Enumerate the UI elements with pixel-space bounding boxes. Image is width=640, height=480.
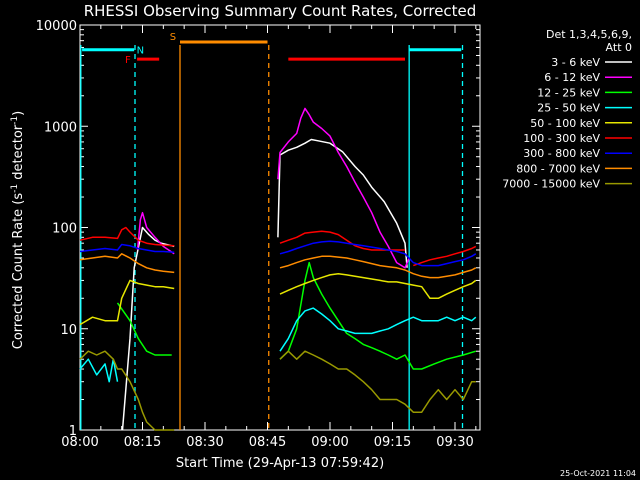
series-line <box>79 279 175 326</box>
flag-label: N <box>137 46 144 57</box>
legend-header-attenuator: Att 0 <box>606 41 632 54</box>
series-line <box>79 358 119 383</box>
y-tick-label: 1 <box>69 424 77 439</box>
flag-label: F <box>125 55 131 66</box>
series-line <box>277 107 410 269</box>
series-line <box>413 245 477 267</box>
legend-entry-label: 100 - 300 keV <box>523 132 600 145</box>
legend-entry-label: 300 - 800 keV <box>523 147 600 160</box>
legend-header-detectors: Det 1,3,4,5,6,9, <box>546 28 632 41</box>
x-tick-label: 09:00 <box>311 435 348 450</box>
series-line <box>79 350 175 431</box>
flag-label: S <box>170 32 176 43</box>
x-axis-label: Start Time (29-Apr-13 07:59:42) <box>176 456 384 471</box>
legend-entry-label: 3 - 6 keV <box>551 56 600 69</box>
series-line <box>136 211 175 255</box>
x-tick-label: 08:45 <box>249 435 286 450</box>
legend-entry-label: 6 - 12 keV <box>544 71 600 84</box>
legend: 3 - 6 keV 6 - 12 keV 12 - 25 keV 25 - 50 ke… <box>502 56 632 191</box>
x-tick-label: 09:15 <box>374 435 411 450</box>
x-tick-label: 09:30 <box>436 435 473 450</box>
series-line <box>79 243 175 253</box>
plot-area: 1 10 100 1000 10000 08:00 08:15 08:30 08:45 09:00… <box>36 19 481 450</box>
series-line <box>79 253 175 274</box>
legend-entry-label: 12 - 25 keV <box>537 86 600 99</box>
series-line <box>116 302 172 356</box>
series-line <box>279 307 477 352</box>
legend-entry-label: 7000 - 15000 keV <box>502 178 600 191</box>
legend-entry-label: 800 - 7000 keV <box>516 162 600 175</box>
y-tick-label: 100 <box>52 222 77 237</box>
series-line <box>279 272 477 300</box>
y-tick-label: 10 <box>60 323 77 338</box>
series-line <box>279 350 476 413</box>
series-line <box>279 255 477 279</box>
y-tick-label: 1000 <box>44 120 77 135</box>
series-line <box>279 240 477 267</box>
y-axis-label: Corrected Count Rate (s-1 detector-1) <box>10 111 26 349</box>
x-tick-label: 08:00 <box>61 435 98 450</box>
series-line <box>79 226 175 247</box>
series-line <box>279 261 477 370</box>
x-tick-label: 08:30 <box>186 435 223 450</box>
legend-entry-label: 50 - 100 keV <box>530 117 600 130</box>
y-tick-label: 10000 <box>36 19 77 34</box>
legend-entry-label: 25 - 50 keV <box>537 102 600 115</box>
chart-title: RHESSI Observing Summary Count Rates, Co… <box>84 2 477 20</box>
plot-timestamp: 25-Oct-2021 11:04 <box>560 469 636 478</box>
x-tick-label: 08:15 <box>124 435 161 450</box>
